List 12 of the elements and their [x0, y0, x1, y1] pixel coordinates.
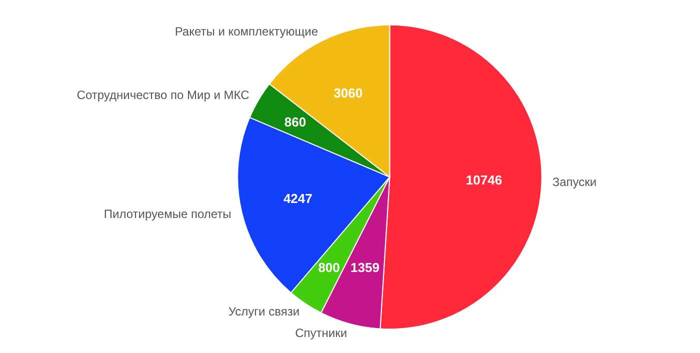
slice-label: Услуги связи	[228, 304, 300, 319]
data-label: 10746	[466, 172, 502, 188]
slice-label: Сотрудничество по Мир и МКС	[76, 88, 250, 102]
slice-label: Спутники	[295, 326, 348, 340]
data-label: 800	[318, 260, 340, 276]
data-label: 4247	[283, 190, 312, 206]
data-label: 1359	[350, 260, 380, 275]
data-label: 3060	[334, 85, 363, 100]
slice-label: Ракеты и комплектующие	[174, 24, 318, 39]
slice-label: Запуски	[552, 175, 597, 190]
data-label: 860	[284, 114, 306, 130]
slice-label: Пилотируемые полеты	[104, 207, 232, 222]
